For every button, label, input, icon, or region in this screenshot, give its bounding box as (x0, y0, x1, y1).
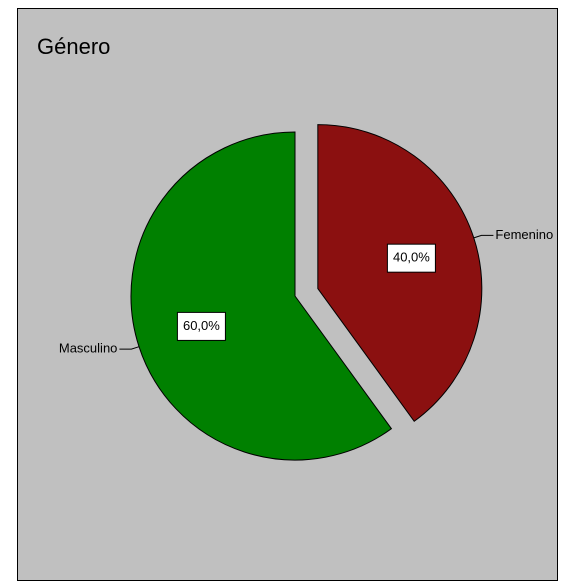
value-label-box (176, 311, 226, 341)
leader-line (473, 234, 494, 239)
category-label: Masculino (59, 341, 118, 356)
value-label-box (386, 243, 436, 273)
leader-line (119, 346, 140, 350)
value-label: 60,0% (183, 318, 220, 333)
value-label: 40,0% (393, 250, 430, 265)
pie-slice (130, 131, 393, 461)
pie-slice (317, 124, 483, 422)
chart-title: Género (37, 34, 110, 59)
category-label: Femenino (495, 227, 553, 242)
